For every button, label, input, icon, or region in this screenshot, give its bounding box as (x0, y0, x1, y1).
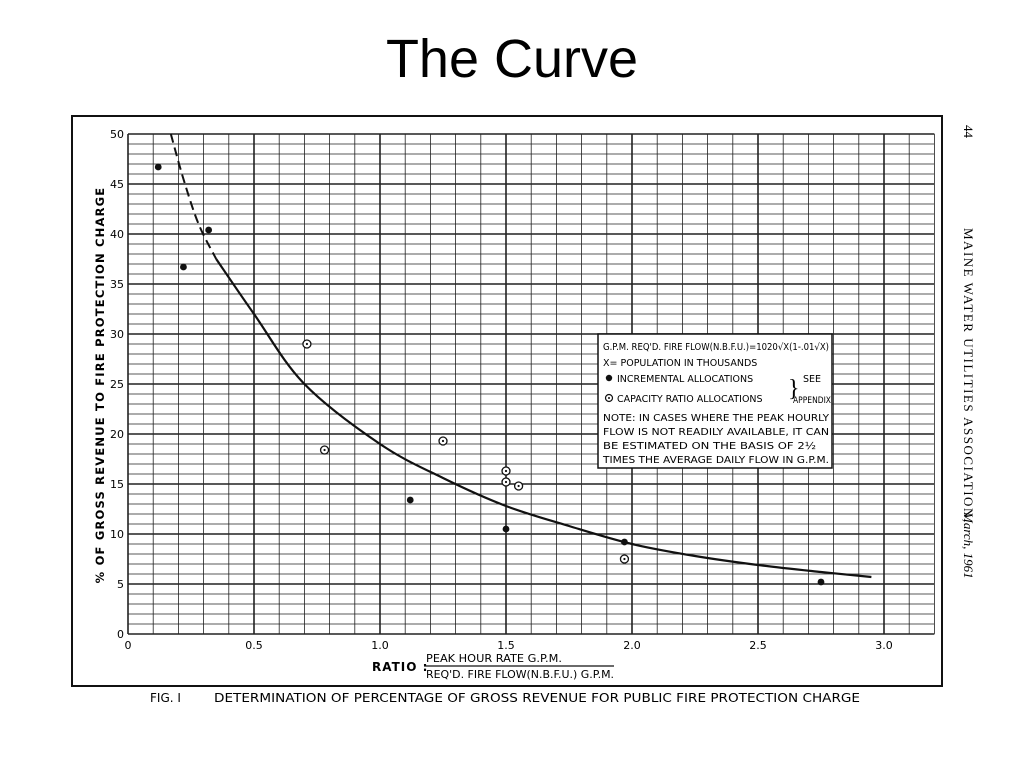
data-points (154, 163, 825, 586)
incremental-allocation-point (621, 538, 628, 546)
capacity-ratio-point-center (623, 557, 626, 561)
x-tick-label: 0 (125, 639, 132, 652)
legend-see-label: SEE (803, 374, 821, 385)
incremental-allocation-point (817, 578, 825, 586)
axis-ticks: 0 5 10 15 20 25 30 35 40 45 50 0 0.5 1.0 1.5 2.0 2.5 3.0 (110, 128, 893, 652)
legend-appendix-label: APPENDIX (793, 396, 831, 406)
y-tick-label: 20 (110, 428, 124, 441)
y-tick-label: 40 (110, 228, 124, 241)
x-tick-label: 0.5 (245, 639, 263, 652)
x-tick-label: 1.0 (371, 639, 389, 652)
annotation-note-line-1: NOTE: IN CASES WHERE THE PEAK HOURLY (603, 413, 829, 424)
x-axis-label-prefix: RATIO : (372, 660, 428, 674)
x-axis-label-numerator: PEAK HOUR RATE G.P.M. (426, 653, 562, 665)
annotation-box-frame (597, 333, 833, 469)
annotation-note-line-4: TIMES THE AVERAGE DAILY FLOW IN G.P.M. (602, 455, 829, 466)
y-tick-label: 0 (117, 628, 124, 641)
capacity-ratio-point-center (305, 342, 309, 346)
x-tick-label: 2.5 (749, 639, 767, 652)
capacity-ratio-point-center (504, 480, 508, 484)
x-axis-label-denominator: REQ'D. FIRE FLOW(N.B.F.U.) G.P.M. (426, 669, 614, 681)
x-tick-label: 3.0 (875, 639, 893, 652)
legend-incremental-label: INCREMENTAL ALLOCATIONS (617, 374, 753, 385)
incremental-allocation-point (154, 163, 162, 171)
capacity-ratio-point-center (504, 469, 508, 473)
capacity-ratio-point-center (323, 448, 326, 452)
y-tick-label: 5 (117, 578, 124, 591)
annotation-box: G.P.M. REQ'D. FIRE FLOW(N.B.F.U.)=1020√X… (597, 333, 833, 469)
annotation-note-line-3: BE ESTIMATED ON THE BASIS OF 2½ (603, 441, 816, 452)
annotation-note-line-2: FLOW IS NOT READILY AVAILABLE, IT CAN (603, 427, 829, 438)
fitted-curve (215, 258, 872, 579)
y-tick-label: 30 (110, 328, 124, 341)
margin-date: March, 1961 (961, 511, 976, 579)
incremental-allocation-point (406, 496, 414, 504)
annotation-x-definition: X= POPULATION IN THOUSANDS (603, 358, 757, 369)
x-tick-label: 2.0 (623, 639, 641, 652)
x-tick-label: 1.5 (497, 639, 515, 652)
legend-capacity-label: CAPACITY RATIO ALLOCATIONS (617, 394, 763, 405)
capacity-ratio-point-center (517, 484, 520, 488)
incremental-allocation-point (180, 263, 187, 271)
annotation-formula: G.P.M. REQ'D. FIRE FLOW(N.B.F.U.)=1020√X… (603, 342, 829, 353)
incremental-allocation-point (502, 525, 510, 533)
y-tick-label: 50 (110, 128, 124, 141)
fitted-curve-dashed-extension (169, 133, 218, 260)
figure-caption-label: FIG. I (150, 691, 181, 705)
margin-journal-name: MAINE WATER UTILITIES ASSOCIATION, (961, 228, 976, 524)
slide-title: The Curve (385, 29, 639, 89)
y-axis-label: % OF GROSS REVENUE TO FIRE PROTECTION CH… (93, 187, 107, 584)
incremental-legend-marker (605, 374, 613, 382)
figure-caption-text: DETERMINATION OF PERCENTAGE OF GROSS REV… (214, 691, 860, 705)
y-tick-label: 15 (110, 478, 124, 491)
x-axis-label: RATIO : PEAK HOUR RATE G.P.M. REQ'D. FIR… (372, 653, 614, 681)
incremental-allocation-point (205, 226, 213, 234)
y-tick-label: 35 (110, 278, 124, 291)
y-tick-label: 10 (110, 528, 124, 541)
legend-brace: } (788, 376, 800, 402)
margin-page-number: 44 (961, 125, 976, 139)
y-tick-label: 45 (110, 178, 124, 191)
scan-border (71, 115, 943, 687)
y-tick-label: 25 (110, 378, 124, 391)
capacity-legend-marker-outer (604, 393, 614, 403)
capacity-ratio-point-center (441, 439, 445, 443)
capacity-legend-marker-inner (608, 397, 610, 399)
